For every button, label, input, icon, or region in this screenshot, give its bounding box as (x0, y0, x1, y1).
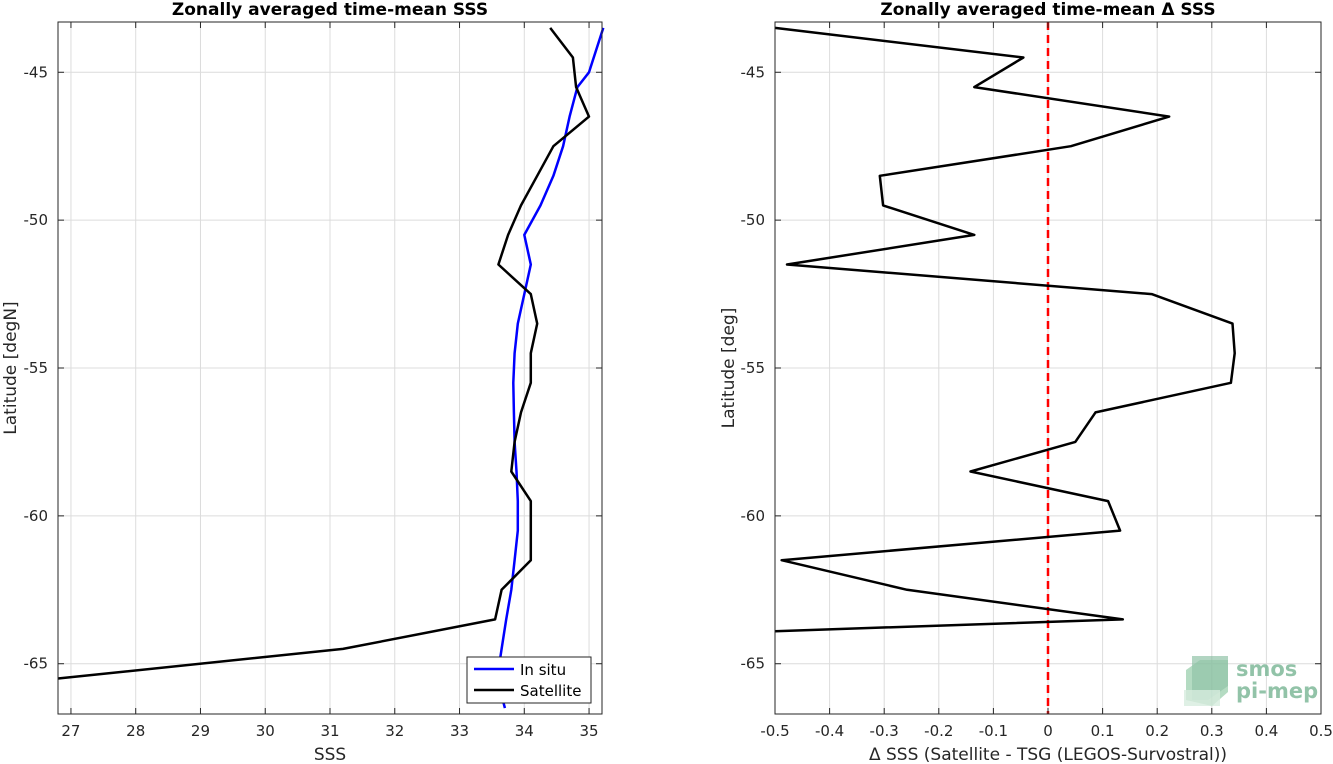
delta-sss-panel: Zonally averaged time-mean Δ SSS -0.5 -0.… (719, 0, 1333, 764)
right-y-tick-label: -50 (741, 211, 766, 229)
right-series-delta-line (774, 26, 1236, 633)
right-ticks: -0.5 -0.4 -0.3 -0.2 -0.1 0 0.1 0.2 0.3 0.4 0.5 -45 -… (741, 22, 1333, 740)
left-ticks: 27 28 29 30 31 32 33 34 35 -45 -50 -55 -60 -65 (24, 22, 602, 740)
left-x-tick-label: 32 (385, 722, 404, 740)
logo-text-pi-mep: pi-mep (1236, 679, 1318, 703)
left-x-tick-label: 33 (450, 722, 469, 740)
legend-box (466, 656, 592, 704)
left-y-tick-label: -50 (24, 211, 49, 229)
left-grid (58, 22, 602, 714)
left-y-tick-label: -55 (24, 359, 49, 377)
left-series-satellite-line (57, 27, 591, 680)
left-y-tick-label: -45 (24, 63, 49, 81)
legend: In situ Satellite (466, 656, 592, 704)
right-x-axis-label: Δ SSS (Satellite - TSG (LEGOS-Survostral… (869, 745, 1227, 764)
left-y-axis-label: Latitude [degN] (1, 301, 21, 434)
left-series-in-situ-line (495, 27, 605, 709)
left-x-tick-label: 27 (61, 722, 80, 740)
left-x-tick-label: 31 (320, 722, 339, 740)
left-x-tick-label: 28 (126, 722, 145, 740)
smos-pi-mep-logo: smos pi-mep (1184, 656, 1318, 706)
left-series (57, 27, 605, 709)
sss-panel: Zonally averaged time-mean SSS 27 28 29 30 3… (1, 0, 605, 764)
legend-satellite-label: Satellite (520, 682, 581, 700)
right-series (774, 22, 1236, 714)
right-x-tick-label: 0.1 (1091, 722, 1115, 740)
right-x-tick-label: -0.4 (815, 722, 844, 740)
left-y-tick-label: -65 (24, 655, 49, 673)
right-y-tick-label: -60 (741, 507, 766, 525)
right-y-tick-label: -55 (741, 359, 766, 377)
logo-mark-icon (1184, 656, 1228, 706)
right-y-axis-label: Latitude [deg] (719, 308, 739, 429)
left-x-tick-label: 29 (191, 722, 210, 740)
right-y-tick-label: -65 (741, 655, 766, 673)
right-y-tick-label: -45 (741, 63, 766, 81)
right-chart-title: Zonally averaged time-mean Δ SSS (880, 0, 1215, 20)
right-x-tick-label: -0.1 (979, 722, 1008, 740)
logo-text-smos: smos (1236, 657, 1297, 681)
left-y-tick-label: -60 (24, 507, 49, 525)
left-x-tick-label: 34 (515, 722, 534, 740)
right-x-tick-label: -0.5 (760, 722, 789, 740)
left-x-tick-label: 30 (256, 722, 275, 740)
left-chart-title: Zonally averaged time-mean SSS (172, 0, 488, 20)
right-x-tick-label: -0.3 (870, 722, 899, 740)
right-x-tick-label: 0 (1043, 722, 1053, 740)
left-x-tick-label: 35 (580, 722, 599, 740)
left-x-axis-label: SSS (314, 745, 346, 764)
legend-in-situ-label: In situ (520, 661, 566, 679)
right-x-tick-label: 0.5 (1309, 722, 1333, 740)
right-x-tick-label: 0.4 (1254, 722, 1278, 740)
right-x-tick-label: 0.2 (1145, 722, 1169, 740)
right-x-tick-label: -0.2 (924, 722, 953, 740)
right-x-tick-label: 0.3 (1200, 722, 1224, 740)
